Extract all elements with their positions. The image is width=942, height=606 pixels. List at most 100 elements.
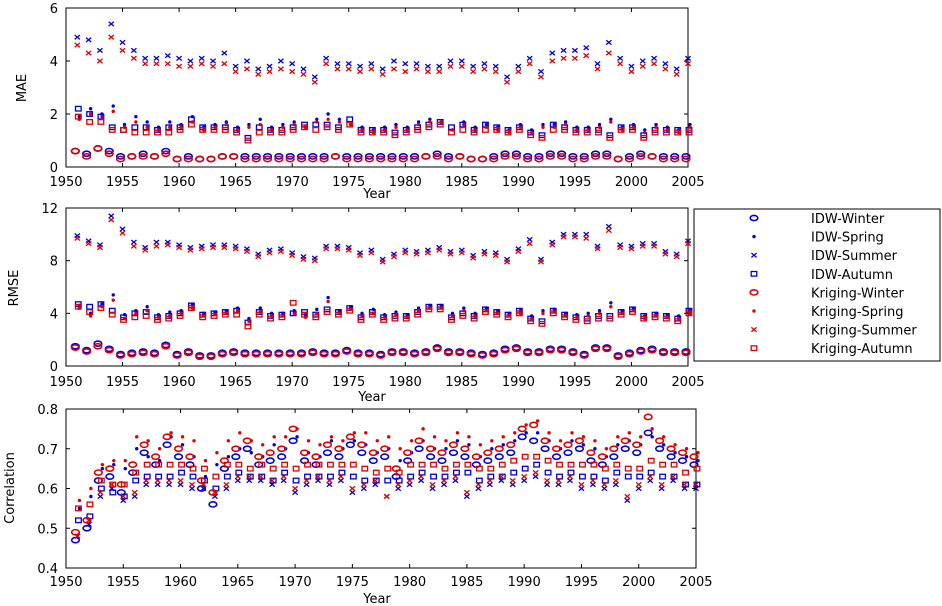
correlation-point-idw-winter (242, 445, 252, 453)
correlation-point-idw-spring (295, 435, 299, 439)
legend-marker-idw-spring (752, 234, 756, 239)
correlation-point-kriging-autumn (109, 481, 117, 488)
correlation-point-idw-summer (486, 481, 493, 488)
correlation-point-idw-summer (154, 481, 161, 488)
mae-point-idw-winter (115, 152, 126, 160)
rmse-point-kriging-autumn (391, 315, 399, 322)
legend-item-kriging-summer: Kriging-Summer (750, 324, 917, 339)
mae-point-kriging-spring (496, 128, 500, 132)
rmse-point-kriging-summer (164, 242, 171, 248)
legend-marker-idw-autumn (750, 270, 758, 277)
rmse-point-kriging-winter (489, 350, 499, 358)
rmse-point-kriging-summer (119, 230, 126, 236)
mae-point-kriging-winter (477, 155, 488, 163)
rmse-point-kriging-summer (526, 240, 533, 247)
correlation-point-kriging-spring (295, 427, 299, 431)
correlation-point-kriging-summer (589, 477, 596, 484)
rmse-point-idw-autumn (233, 307, 241, 314)
rmse-point-kriging-winter (590, 345, 601, 353)
correlation-point-kriging-autumn (292, 465, 300, 472)
mae-point-kriging-autumn (108, 126, 116, 133)
rmse-point-kriging-summer (537, 259, 545, 265)
mae-point-kriging-winter (319, 155, 329, 163)
correlation-point-idw-winter (322, 449, 333, 457)
mae-point-idw-winter (308, 152, 318, 160)
correlation-point-idw-spring (226, 455, 231, 459)
rmse-point-kriging-autumn (244, 323, 252, 330)
correlation-point-idw-summer (303, 481, 310, 488)
rmse-point-kriging-spring (688, 311, 692, 316)
mae-series-kriging-summer (74, 34, 692, 85)
mae-point-kriging-autumn (561, 126, 569, 133)
mae-point-kriging-autumn (402, 129, 410, 136)
correlation-point-kriging-autumn (464, 461, 472, 468)
correlation-point-idw-autumn (384, 477, 392, 484)
correlation-point-idw-summer (647, 477, 654, 484)
rmse-point-kriging-autumn (425, 306, 433, 313)
mae-point-idw-summer (515, 63, 522, 69)
rmse-point-kriging-winter (523, 349, 533, 357)
mae-point-idw-summer (243, 58, 250, 64)
correlation-point-kriging-summer (647, 473, 654, 480)
correlation-point-idw-winter (105, 473, 115, 480)
mae-point-idw-winter (240, 152, 250, 160)
rmse-point-kriging-winter (296, 350, 307, 358)
legend-item-idw-spring: IDW-Spring (752, 231, 884, 246)
rmse-point-kriging-summer (311, 257, 318, 264)
rmse-point-kriging-spring (315, 311, 319, 316)
rmse-point-kriging-autumn (527, 318, 535, 325)
rmse-point-kriging-autumn (549, 310, 557, 317)
mae-point-idw-winter (82, 150, 92, 158)
correlation-point-kriging-spring (238, 431, 242, 435)
correlation-point-idw-winter (265, 457, 275, 465)
mae-point-idw-winter (670, 152, 680, 160)
rmse-point-kriging-winter (545, 346, 555, 354)
mae-point-kriging-autumn (176, 126, 184, 133)
correlation-point-kriging-autumn (315, 461, 323, 468)
rmse-x-tick-label: 1975 (332, 375, 365, 390)
correlation-point-kriging-winter (529, 421, 539, 429)
correlation-point-kriging-autumn (384, 465, 392, 472)
correlation-y-tick-label: 0.8 (37, 403, 58, 418)
mae-point-kriging-spring (597, 125, 602, 129)
mae-point-kriging-winter (217, 152, 227, 160)
mae-point-kriging-winter (127, 152, 137, 160)
mae-point-kriging-winter (195, 155, 205, 163)
rmse-x-tick-label: 1985 (445, 375, 478, 390)
rmse-point-kriging-autumn (108, 311, 116, 318)
correlation-point-kriging-spring (226, 439, 231, 443)
correlation-point-idw-spring (100, 466, 105, 471)
correlation-point-kriging-spring (89, 486, 93, 491)
correlation-point-idw-spring (77, 506, 82, 511)
rmse-point-kriging-summer (232, 246, 239, 252)
rmse-point-kriging-summer (198, 246, 205, 252)
mae-point-kriging-summer (594, 66, 601, 72)
legend-label: Kriging-Winter (811, 286, 905, 301)
correlation-point-kriging-autumn (510, 457, 518, 464)
rmse-point-kriging-summer (560, 234, 567, 240)
correlation-point-kriging-autumn (533, 453, 541, 460)
mae-point-idw-autumn (131, 124, 139, 131)
mae-series-idw-summer (74, 21, 692, 80)
rmse-point-kriging-summer (571, 234, 578, 240)
rmse-point-kriging-autumn (74, 303, 82, 310)
mae-point-kriging-autumn (221, 126, 229, 133)
mae-point-kriging-autumn (606, 134, 614, 141)
rmse-point-kriging-winter (579, 352, 589, 359)
correlation-point-kriging-summer (154, 477, 161, 484)
correlation-point-kriging-spring (501, 435, 505, 439)
rmse-point-kriging-winter (115, 352, 126, 359)
correlation-point-kriging-summer (658, 481, 665, 488)
rmse-x-tick-label: 1965 (219, 375, 252, 390)
correlation-point-idw-spring (467, 443, 471, 447)
mae-y-tick-label: 4 (50, 55, 58, 70)
rmse-point-kriging-autumn (402, 315, 410, 322)
rmse-point-idw-summer (605, 223, 612, 230)
mae-point-kriging-autumn (86, 119, 94, 125)
correlation-point-kriging-spring (261, 443, 265, 447)
mae-point-kriging-summer (85, 50, 92, 56)
mae-point-idw-winter (319, 152, 329, 160)
rmse-point-kriging-spring (643, 316, 647, 321)
mae-point-kriging-spring (315, 120, 319, 124)
mae-point-kriging-spring (620, 128, 624, 132)
